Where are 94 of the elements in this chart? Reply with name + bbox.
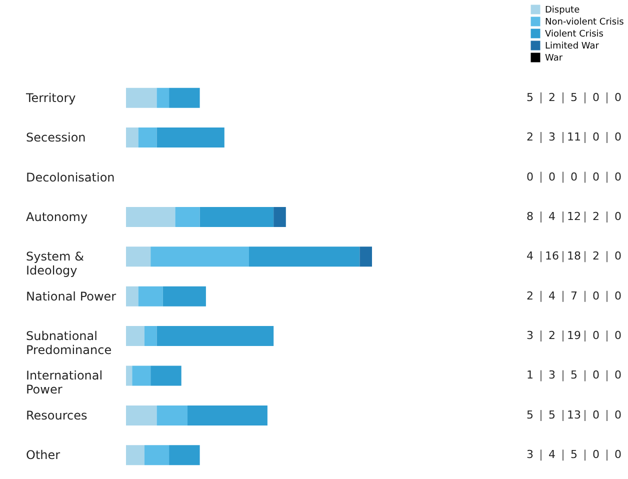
data-label: 5 [548, 408, 556, 422]
data-label: 4 [548, 448, 556, 462]
bar [200, 206, 274, 227]
data-label: 0 [614, 90, 622, 104]
bar [138, 128, 157, 148]
bar [126, 88, 157, 108]
data-label: 5 [526, 90, 534, 104]
data-label: 0 [614, 250, 622, 263]
legend-label: Limited War [545, 42, 600, 52]
bar [156, 326, 274, 346]
data-label: 0 [614, 368, 622, 382]
bar [126, 206, 176, 227]
y-tick-label: System & Ideology [26, 250, 84, 278]
y-tick-label: Secession [26, 130, 86, 145]
data-label: 11 [567, 130, 581, 144]
data-label: 0 [592, 90, 600, 104]
y-tick-label: Resources [26, 408, 88, 422]
bar [126, 445, 144, 466]
data-label: 5 [570, 368, 578, 382]
y-tick-label: Subnational Predominance [26, 329, 112, 358]
data-label: 0 [592, 448, 600, 462]
bar [150, 366, 182, 386]
data-label: 0 [592, 368, 600, 382]
legend-label: Violent Crisis [545, 30, 604, 40]
legend-label: Non-violent Crisis [545, 18, 624, 28]
y-tick-label: Decolonisation [26, 170, 115, 184]
bar [126, 246, 151, 267]
data-label: 13 [567, 408, 581, 422]
bar [126, 366, 132, 386]
bar [144, 326, 157, 346]
bar [249, 246, 360, 267]
y-tick-label: Autonomy [26, 210, 88, 224]
data-label: 0 [614, 289, 622, 302]
data-label: 0 [548, 170, 556, 184]
data-label: 3 [548, 368, 556, 382]
y-tick-label: International Power [26, 368, 103, 397]
bar [126, 405, 157, 426]
bar [169, 88, 200, 108]
data-label: 0 [614, 329, 622, 342]
bar [126, 326, 144, 346]
data-label: 0 [592, 289, 600, 302]
legend-label: War [545, 54, 563, 64]
data-label: 0 [592, 170, 600, 184]
data-label: 0 [570, 170, 578, 184]
data-label: 3 [548, 130, 556, 144]
data-label: 0 [614, 130, 622, 144]
data-label: 7 [570, 289, 578, 302]
data-label: 2 [548, 329, 556, 342]
data-label: 0 [526, 170, 534, 184]
bar [156, 88, 170, 108]
bar [150, 246, 249, 267]
data-label: 8 [526, 210, 534, 223]
y-tick-label: Territory [25, 90, 76, 105]
data-label: 0 [614, 170, 622, 184]
data-label: 0 [614, 448, 622, 462]
data-label: 5 [526, 408, 534, 422]
data-label: 2 [592, 210, 600, 223]
bar [169, 445, 200, 466]
y-tick-label: National Power [26, 289, 116, 304]
data-label: 3 [526, 448, 534, 462]
data-label: 19 [567, 329, 581, 342]
data-label: 3 [526, 329, 534, 342]
bar [144, 445, 170, 466]
bar [126, 286, 138, 306]
data-label: 4 [526, 250, 534, 263]
bar [126, 128, 138, 148]
data-label: 4 [548, 289, 556, 302]
bar [188, 405, 268, 426]
data-label: 0 [614, 210, 622, 223]
bar [162, 286, 206, 306]
data-label: 5 [570, 448, 578, 462]
bar [132, 366, 151, 386]
data-label: 2 [526, 130, 534, 144]
data-label: 0 [592, 408, 600, 422]
bar [156, 405, 188, 426]
data-label: 12 [567, 210, 581, 223]
bar [360, 246, 372, 267]
data-label: 2 [548, 90, 556, 104]
data-label: 0 [592, 329, 600, 342]
data-label: 5 [570, 90, 578, 104]
bar [156, 128, 224, 148]
bar [138, 286, 163, 306]
data-label: 18 [567, 250, 581, 263]
data-label: 0 [614, 408, 622, 422]
data-label: 0 [592, 130, 600, 144]
data-label: 2 [592, 250, 600, 263]
bar [175, 206, 200, 227]
data-label: 1 [526, 368, 534, 382]
data-label: 4 [548, 210, 556, 223]
data-label: 16 [545, 250, 559, 263]
data-label: 2 [526, 289, 534, 302]
legend-label: Dispute [545, 6, 580, 16]
bar [274, 206, 286, 227]
y-tick-label: Other [26, 448, 60, 462]
